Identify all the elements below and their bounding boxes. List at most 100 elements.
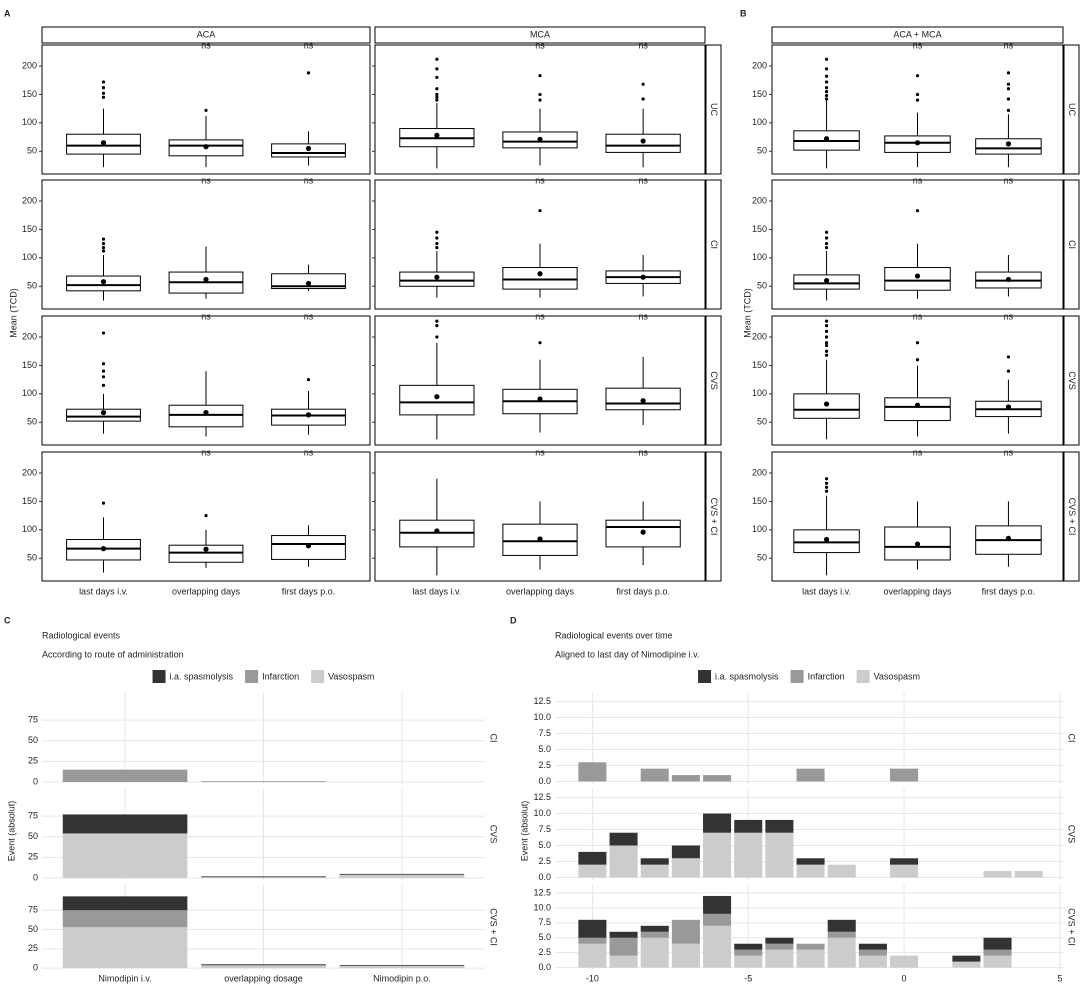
y-tick-label: 25 (28, 756, 38, 766)
panel-border (771, 451, 1064, 582)
panel-border (41, 315, 371, 446)
y-tick-label: 5.0 (538, 744, 551, 754)
chart-subtitle: Aligned to last day of Nimodipine i.v. (555, 649, 699, 659)
bar-segment (62, 927, 188, 969)
y-tick-label: 2.5 (538, 760, 551, 770)
y-tick-label: 50 (27, 281, 37, 291)
outlier (824, 353, 829, 357)
y-tick-label: 5.0 (538, 840, 551, 850)
outlier (1006, 87, 1011, 91)
outlier (641, 97, 645, 101)
mean (434, 274, 440, 280)
legend-swatch (311, 670, 325, 683)
bar-segment (734, 819, 763, 833)
y-tick-label: 75 (28, 810, 38, 820)
mean (537, 536, 543, 542)
outlier (824, 477, 829, 481)
mean (434, 394, 440, 400)
row-label: CI (489, 734, 499, 743)
outlier (435, 67, 439, 71)
bar-segment (858, 943, 887, 950)
bar-segment (578, 851, 607, 865)
significance: ns (913, 311, 923, 321)
outlier (538, 92, 542, 97)
chart-title: Radiological events over time (555, 630, 673, 640)
row-label: UC (1067, 103, 1077, 116)
significance: ns (913, 447, 923, 457)
y-tick-label: 2.5 (538, 856, 551, 866)
outlier (101, 331, 106, 335)
bar-segment (640, 858, 669, 865)
box (884, 267, 951, 291)
y-tick-label: 150 (752, 89, 767, 99)
row-strip (1063, 179, 1080, 310)
bar-segment (983, 949, 1012, 956)
bar-segment (671, 919, 700, 944)
panel-border (771, 44, 1064, 175)
y-tick-label: 50 (27, 553, 37, 563)
panel-border (771, 315, 1064, 446)
outlier (101, 375, 106, 379)
significance: ns (1004, 311, 1014, 321)
bar-segment (578, 919, 607, 938)
mean (823, 401, 830, 407)
x-tick-label: overlapping days (172, 586, 241, 596)
row-strip (1063, 451, 1080, 582)
outlier (915, 92, 920, 97)
bar-segment (609, 832, 638, 846)
panel-border (374, 179, 706, 310)
facet-label: ACA (197, 29, 216, 39)
y-tick-label: 10.0 (533, 808, 551, 818)
significance: ns (535, 447, 545, 457)
bar-segment (765, 832, 794, 878)
facet-label: ACA + MCA (893, 29, 941, 39)
significance: ns (304, 447, 314, 457)
outlier (824, 489, 829, 493)
mean (434, 528, 440, 534)
y-tick-label: 200 (22, 60, 37, 70)
panel-border (41, 44, 371, 175)
bar-segment (201, 965, 326, 969)
bar-segment (578, 762, 607, 782)
y-tick-label: 100 (22, 524, 37, 534)
y-tick-label: 7.5 (538, 824, 551, 834)
facet-strip (374, 26, 706, 44)
outlier (824, 324, 829, 328)
bar-segment (703, 832, 732, 878)
bar-segment (765, 937, 794, 944)
panel-border (374, 44, 706, 175)
significance: ns (535, 40, 545, 50)
legend-swatch (245, 670, 259, 683)
outlier (824, 86, 829, 90)
outlier (915, 209, 920, 213)
y-tick-label: 12.5 (533, 792, 551, 802)
bar-segment (640, 925, 669, 932)
bar-segment (827, 919, 856, 932)
outlier (204, 514, 208, 518)
y-tick-label: 150 (22, 224, 37, 234)
bar-segment (890, 858, 919, 865)
row-label: CVS (1067, 825, 1077, 844)
significance: ns (535, 311, 545, 321)
mean (537, 396, 543, 402)
mean (305, 543, 312, 549)
mean (914, 402, 921, 408)
bar-segment (983, 871, 1012, 878)
panel-border (771, 179, 1064, 310)
outlier (435, 98, 439, 102)
outlier (824, 485, 829, 489)
legend-swatch (856, 670, 870, 683)
y-tick-label: 100 (752, 388, 767, 398)
x-tick-label: -10 (586, 973, 599, 983)
x-tick-label: last days i.v. (79, 586, 128, 596)
outlier (435, 75, 439, 79)
box (399, 384, 475, 416)
y-tick-label: 0.0 (538, 872, 551, 882)
outlier (1006, 82, 1011, 86)
panel-border (41, 451, 371, 582)
row-label: CI (1067, 240, 1077, 249)
bar-segment (703, 895, 732, 914)
mean (1005, 535, 1012, 541)
mean (640, 274, 646, 280)
bar-segment (640, 931, 669, 938)
